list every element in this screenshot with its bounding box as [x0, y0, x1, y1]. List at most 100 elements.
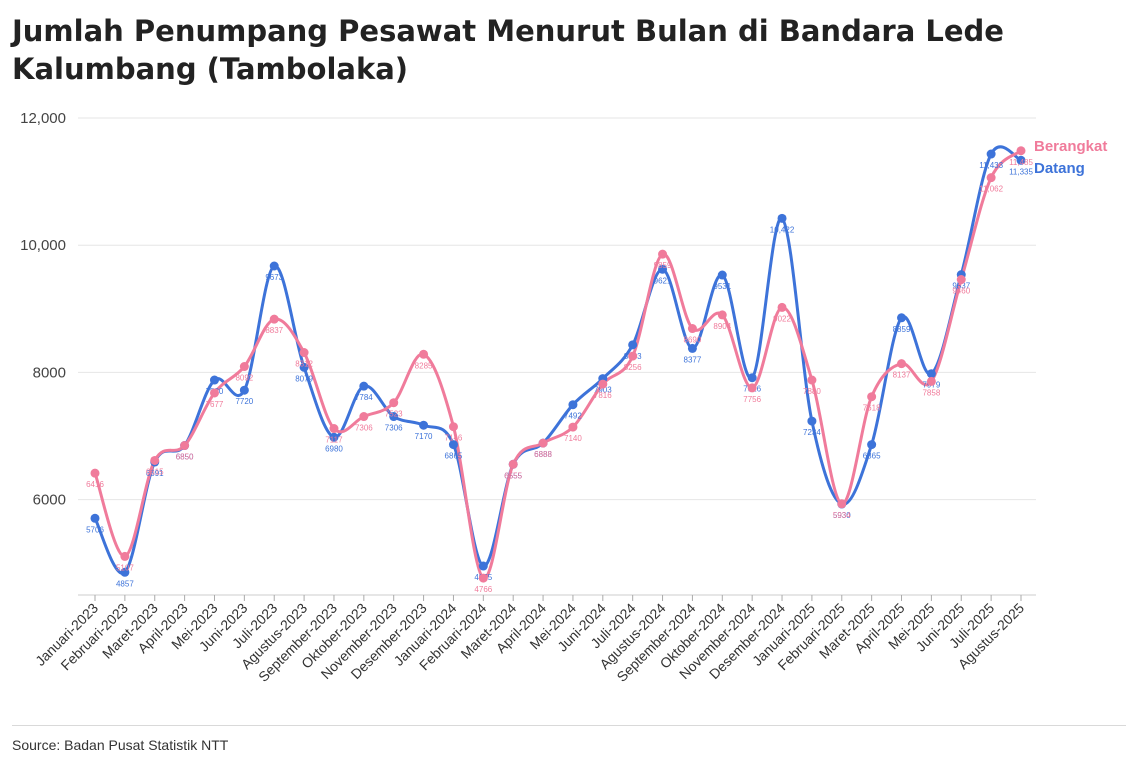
data-point-datang — [687, 343, 697, 353]
data-label-berangkat: 8837 — [265, 326, 283, 335]
data-label-datang: 7903 — [594, 386, 612, 395]
y-tick-label: 6000 — [33, 492, 66, 509]
data-label-datang: 6865 — [863, 452, 881, 461]
data-point-datang — [867, 440, 877, 450]
data-label-berangkat: 5934 — [833, 511, 851, 520]
data-label-berangkat: 8690 — [684, 336, 702, 345]
data-point-berangkat — [389, 398, 399, 408]
data-point-berangkat — [687, 324, 697, 334]
data-point-datang — [209, 375, 219, 385]
data-label-datang: 9621 — [654, 276, 672, 285]
data-label-datang: 6865 — [445, 452, 463, 461]
data-point-berangkat — [239, 362, 249, 372]
data-label-datang: 7306 — [385, 424, 403, 433]
data-point-berangkat — [538, 438, 548, 448]
series-line-datang — [93, 145, 1023, 575]
data-point-berangkat — [867, 392, 877, 402]
chart-title: Jumlah Penumpang Pesawat Menurut Bulan d… — [12, 14, 1004, 86]
data-label-berangkat: 6416 — [86, 480, 104, 489]
data-label-berangkat: 8137 — [893, 371, 911, 380]
data-point-datang — [986, 149, 996, 159]
data-label-datang: 8859 — [893, 325, 911, 334]
data-point-berangkat — [150, 455, 160, 465]
data-point-datang — [658, 264, 668, 274]
data-label-berangkat: 6555 — [504, 471, 522, 480]
data-label-berangkat: 6888 — [534, 450, 552, 459]
data-label-datang: 6980 — [325, 444, 343, 453]
data-point-datang — [777, 213, 787, 223]
data-label-datang: 7492 — [564, 412, 582, 421]
data-point-datang — [120, 567, 130, 577]
data-label-datang: 9537 — [952, 282, 970, 291]
data-point-berangkat — [90, 468, 100, 478]
data-point-berangkat — [180, 441, 190, 451]
data-point-berangkat — [747, 383, 757, 393]
data-label-datang: 5706 — [86, 525, 104, 534]
data-label-berangkat: 9460 — [952, 287, 970, 296]
y-tick-label: 8000 — [33, 364, 66, 381]
data-label-datang: 10,422 — [770, 225, 795, 234]
data-point-datang — [389, 412, 399, 422]
data-label-datang: 9673 — [265, 273, 283, 282]
data-label-datang: 11,335 — [1009, 167, 1033, 176]
y-tick-label: 12,000 — [20, 110, 66, 127]
data-point-berangkat — [897, 359, 907, 369]
data-label-datang: 8079 — [295, 374, 313, 383]
data-label-berangkat: 8312 — [295, 360, 313, 369]
data-point-berangkat — [209, 388, 219, 398]
data-point-berangkat — [777, 302, 787, 312]
legend: Datang Berangkat — [1034, 138, 1107, 177]
line-chart: 6000 8000 10,000 12,000 Januari-2023Februar… — [20, 110, 1107, 685]
data-label-berangkat: 8285 — [415, 361, 433, 370]
series-line-berangkat — [93, 149, 1023, 580]
y-tick-label: 10,000 — [20, 237, 66, 254]
data-point-datang — [329, 432, 339, 442]
data-label-datang: 9531 — [713, 282, 731, 291]
data-label-berangkat: 7756 — [743, 395, 761, 404]
data-point-berangkat — [956, 275, 966, 285]
data-label-datang: 6591 — [146, 469, 164, 478]
y-axis: 6000 8000 10,000 12,000 — [20, 110, 66, 509]
data-point-berangkat — [478, 573, 488, 583]
data-point-datang — [239, 385, 249, 395]
data-point-datang — [90, 513, 100, 523]
data-point-datang — [299, 362, 309, 372]
data-label-berangkat: 6850 — [176, 453, 194, 462]
data-label-datang: 4857 — [116, 579, 134, 588]
data-label-datang: 8377 — [684, 355, 702, 364]
data-label-berangkat: 7880 — [803, 387, 821, 396]
data-point-berangkat — [508, 459, 518, 469]
data-label-berangkat: 6615 — [146, 467, 164, 476]
data-point-datang — [717, 270, 727, 280]
data-label-berangkat: 8904 — [713, 322, 731, 331]
data-label-berangkat: 7858 — [922, 388, 940, 397]
data-point-datang — [448, 440, 458, 450]
data-point-berangkat — [717, 310, 727, 320]
data-label-datang: 11,433 — [979, 161, 1003, 170]
data-label-berangkat: 11,062 — [979, 185, 1003, 194]
data-point-berangkat — [120, 551, 130, 561]
data-point-berangkat — [926, 376, 936, 386]
data-label-berangkat: 7306 — [355, 424, 373, 433]
data-point-datang — [568, 400, 578, 410]
data-label-berangkat: 7117 — [325, 436, 343, 445]
data-point-berangkat — [329, 424, 339, 434]
gridlines — [78, 117, 1036, 501]
data-label-berangkat: 7677 — [206, 400, 224, 409]
data-label-datang: 7170 — [415, 432, 433, 441]
data-point-datang — [807, 416, 817, 426]
data-label-berangkat: 4766 — [474, 585, 492, 594]
data-label-berangkat: 7618 — [863, 404, 881, 413]
data-label-berangkat: 5107 — [116, 563, 134, 572]
data-point-datang — [478, 561, 488, 571]
data-label-berangkat: 7523 — [385, 410, 403, 419]
data-point-berangkat — [419, 349, 429, 359]
series-points: 5706 4857 6591 6850 7880 7720 9673 8079 6980 7784… — [86, 146, 1033, 594]
data-point-berangkat — [658, 249, 668, 259]
data-point-berangkat — [568, 422, 578, 432]
legend-datang: Datang — [1034, 160, 1085, 177]
data-point-berangkat — [269, 314, 279, 324]
data-point-berangkat — [1016, 146, 1026, 156]
data-point-datang — [269, 261, 279, 271]
legend-berangkat: Berangkat — [1034, 138, 1107, 155]
